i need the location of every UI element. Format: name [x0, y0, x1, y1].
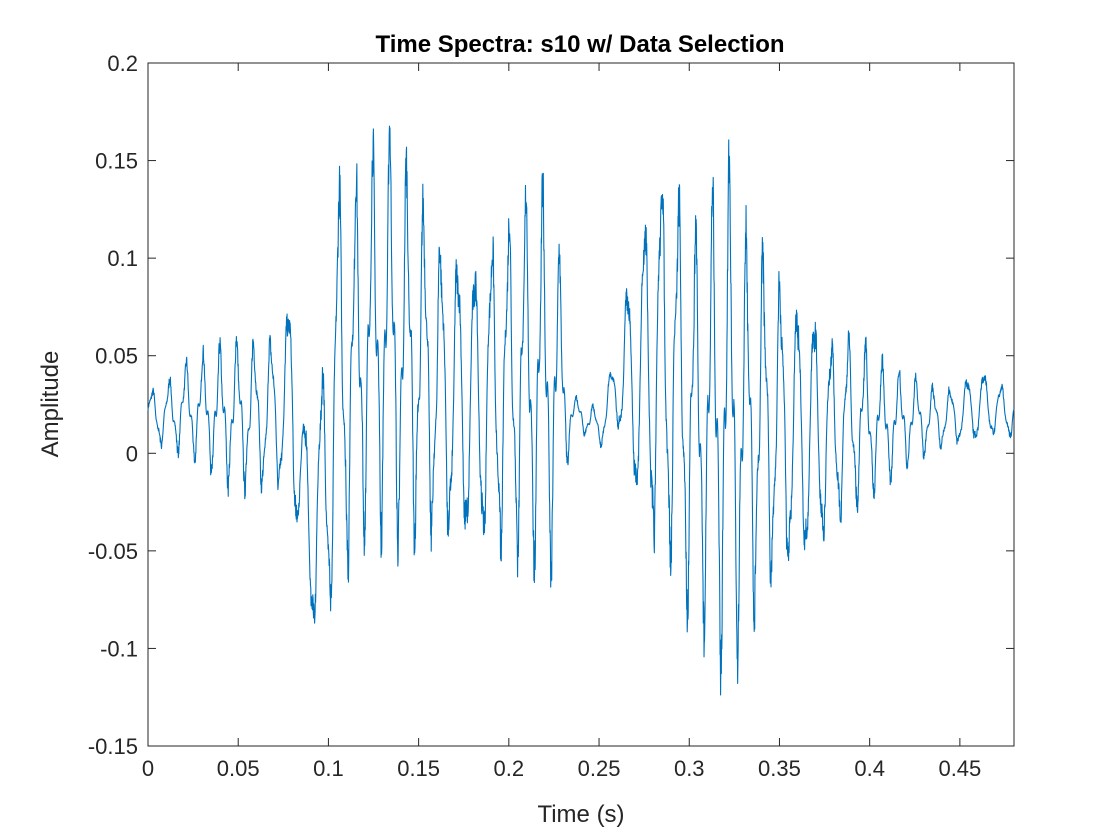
y-tick-label: -0.15 [88, 734, 138, 759]
x-tick-label: 0.05 [217, 756, 260, 781]
y-tick-label: 0.15 [95, 149, 138, 174]
y-axis-label: Amplitude [37, 351, 64, 458]
y-tick-label: -0.05 [88, 539, 138, 564]
y-tick-label: -0.1 [100, 636, 138, 661]
x-tick-label: 0.35 [758, 756, 801, 781]
x-tick-label: 0.2 [494, 756, 525, 781]
x-tick-label: 0 [142, 756, 154, 781]
y-ticks: -0.15 -0.1 -0.05 0 0.05 0.1 0.15 0.2 [88, 51, 1014, 759]
y-tick-label: 0 [126, 441, 138, 466]
x-tick-label: 0.3 [674, 756, 705, 781]
y-tick-label: 0.1 [107, 246, 138, 271]
x-tick-label: 0.45 [938, 756, 981, 781]
signal-line [147, 125, 1015, 696]
chart-title: Time Spectra: s10 w/ Data Selection [375, 31, 784, 58]
x-tick-label: 0.25 [578, 756, 621, 781]
signal-layer [147, 125, 1015, 696]
y-tick-label: 0.05 [95, 344, 138, 369]
x-axis-label: Time (s) [537, 801, 624, 828]
x-tick-label: 0.1 [313, 756, 344, 781]
axes-box [147, 62, 1015, 747]
x-tick-label: 0.4 [854, 756, 885, 781]
plot-area [147, 62, 1015, 747]
x-tick-label: 0.15 [397, 756, 440, 781]
x-ticks: 0 0.05 0.1 0.15 0.2 0.25 0.3 0.35 0.4 0.45 [142, 63, 981, 781]
y-tick-label: 0.2 [107, 51, 138, 76]
